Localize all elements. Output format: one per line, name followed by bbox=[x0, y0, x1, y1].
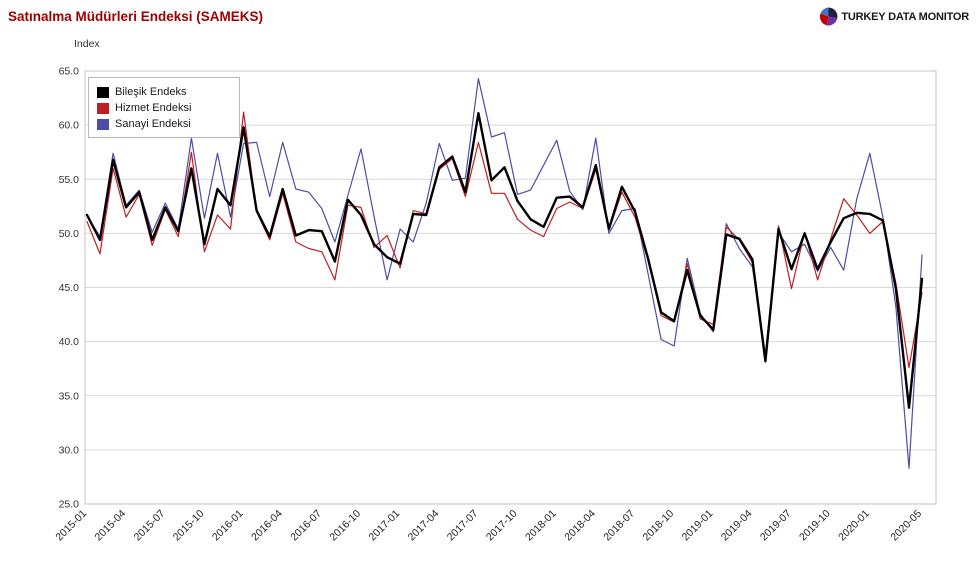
legend-item-hizmet-endeksi: Hizmet Endeksi bbox=[97, 100, 231, 116]
y-tick-label: 25.0 bbox=[59, 499, 80, 511]
sanayi-endeksi-swatch bbox=[97, 118, 109, 130]
x-tick-label: 2020-01 bbox=[836, 508, 872, 544]
x-tick-label: 2017-10 bbox=[484, 508, 520, 544]
x-tick-label: 2018-04 bbox=[562, 508, 598, 544]
x-tick-label: 2018-07 bbox=[601, 508, 637, 544]
x-tick-label: 2019-04 bbox=[719, 508, 755, 544]
x-tick-label: 2015-01 bbox=[53, 508, 89, 544]
x-tick-label: 2017-01 bbox=[367, 508, 403, 544]
x-tick-label: 2018-01 bbox=[523, 508, 559, 544]
legend-item-bilesik-endeks: Bileşik Endeks bbox=[97, 84, 231, 100]
x-tick-label: 2017-07 bbox=[445, 508, 481, 544]
y-tick-label: 65.0 bbox=[59, 66, 80, 78]
brand-name: TURKEY DATA MONITOR bbox=[841, 10, 969, 23]
x-tick-label: 2016-01 bbox=[210, 508, 246, 544]
legend-label: Bileşik Endeks bbox=[115, 86, 187, 98]
y-tick-label: 30.0 bbox=[59, 444, 80, 456]
y-tick-label: 55.0 bbox=[59, 174, 80, 186]
x-tick-label: 2018-10 bbox=[640, 508, 676, 544]
y-tick-label: 60.0 bbox=[59, 120, 80, 132]
y-tick-label: 50.0 bbox=[59, 228, 80, 240]
y-tick-label: 45.0 bbox=[59, 282, 80, 294]
x-tick-label: 2017-04 bbox=[406, 508, 442, 544]
legend-item-sanayi-endeksi: Sanayi Endeksi bbox=[97, 116, 231, 132]
x-tick-label: 2016-04 bbox=[249, 508, 285, 544]
bilesik-endeks-swatch bbox=[97, 86, 109, 98]
series-line-bile-ik-endeks bbox=[85, 111, 924, 409]
x-tick-label: 2020-05 bbox=[888, 508, 924, 544]
y-tick-label: 35.0 bbox=[59, 390, 80, 402]
legend-label: Hizmet Endeksi bbox=[115, 102, 192, 114]
series-line-hizmet-endeksi bbox=[86, 111, 923, 369]
brand-logo: TURKEY DATA MONITOR bbox=[819, 7, 969, 26]
plot-frame bbox=[84, 70, 937, 505]
chart-legend: Bileşik Endeks Hizmet Endeksi Sanayi End… bbox=[88, 77, 240, 138]
x-tick-label: 2015-10 bbox=[171, 508, 207, 544]
page-title: Satınalma Müdürleri Endeksi (SAMEKS) bbox=[8, 9, 264, 24]
x-tick-label: 2019-07 bbox=[758, 508, 794, 544]
x-tick-label: 2019-01 bbox=[680, 508, 716, 544]
x-tick-label: 2016-10 bbox=[327, 508, 363, 544]
x-tick-label: 2019-10 bbox=[797, 508, 833, 544]
x-tick-label: 2015-04 bbox=[93, 508, 129, 544]
y-axis-title: Index bbox=[74, 38, 100, 50]
hizmet-endeksi-swatch bbox=[97, 102, 109, 114]
x-tick-label: 2016-07 bbox=[288, 508, 324, 544]
brand-pie-icon bbox=[819, 7, 838, 26]
x-tick-label: 2015-07 bbox=[132, 508, 168, 544]
y-tick-label: 40.0 bbox=[59, 336, 80, 348]
legend-label: Sanayi Endeksi bbox=[115, 118, 191, 130]
